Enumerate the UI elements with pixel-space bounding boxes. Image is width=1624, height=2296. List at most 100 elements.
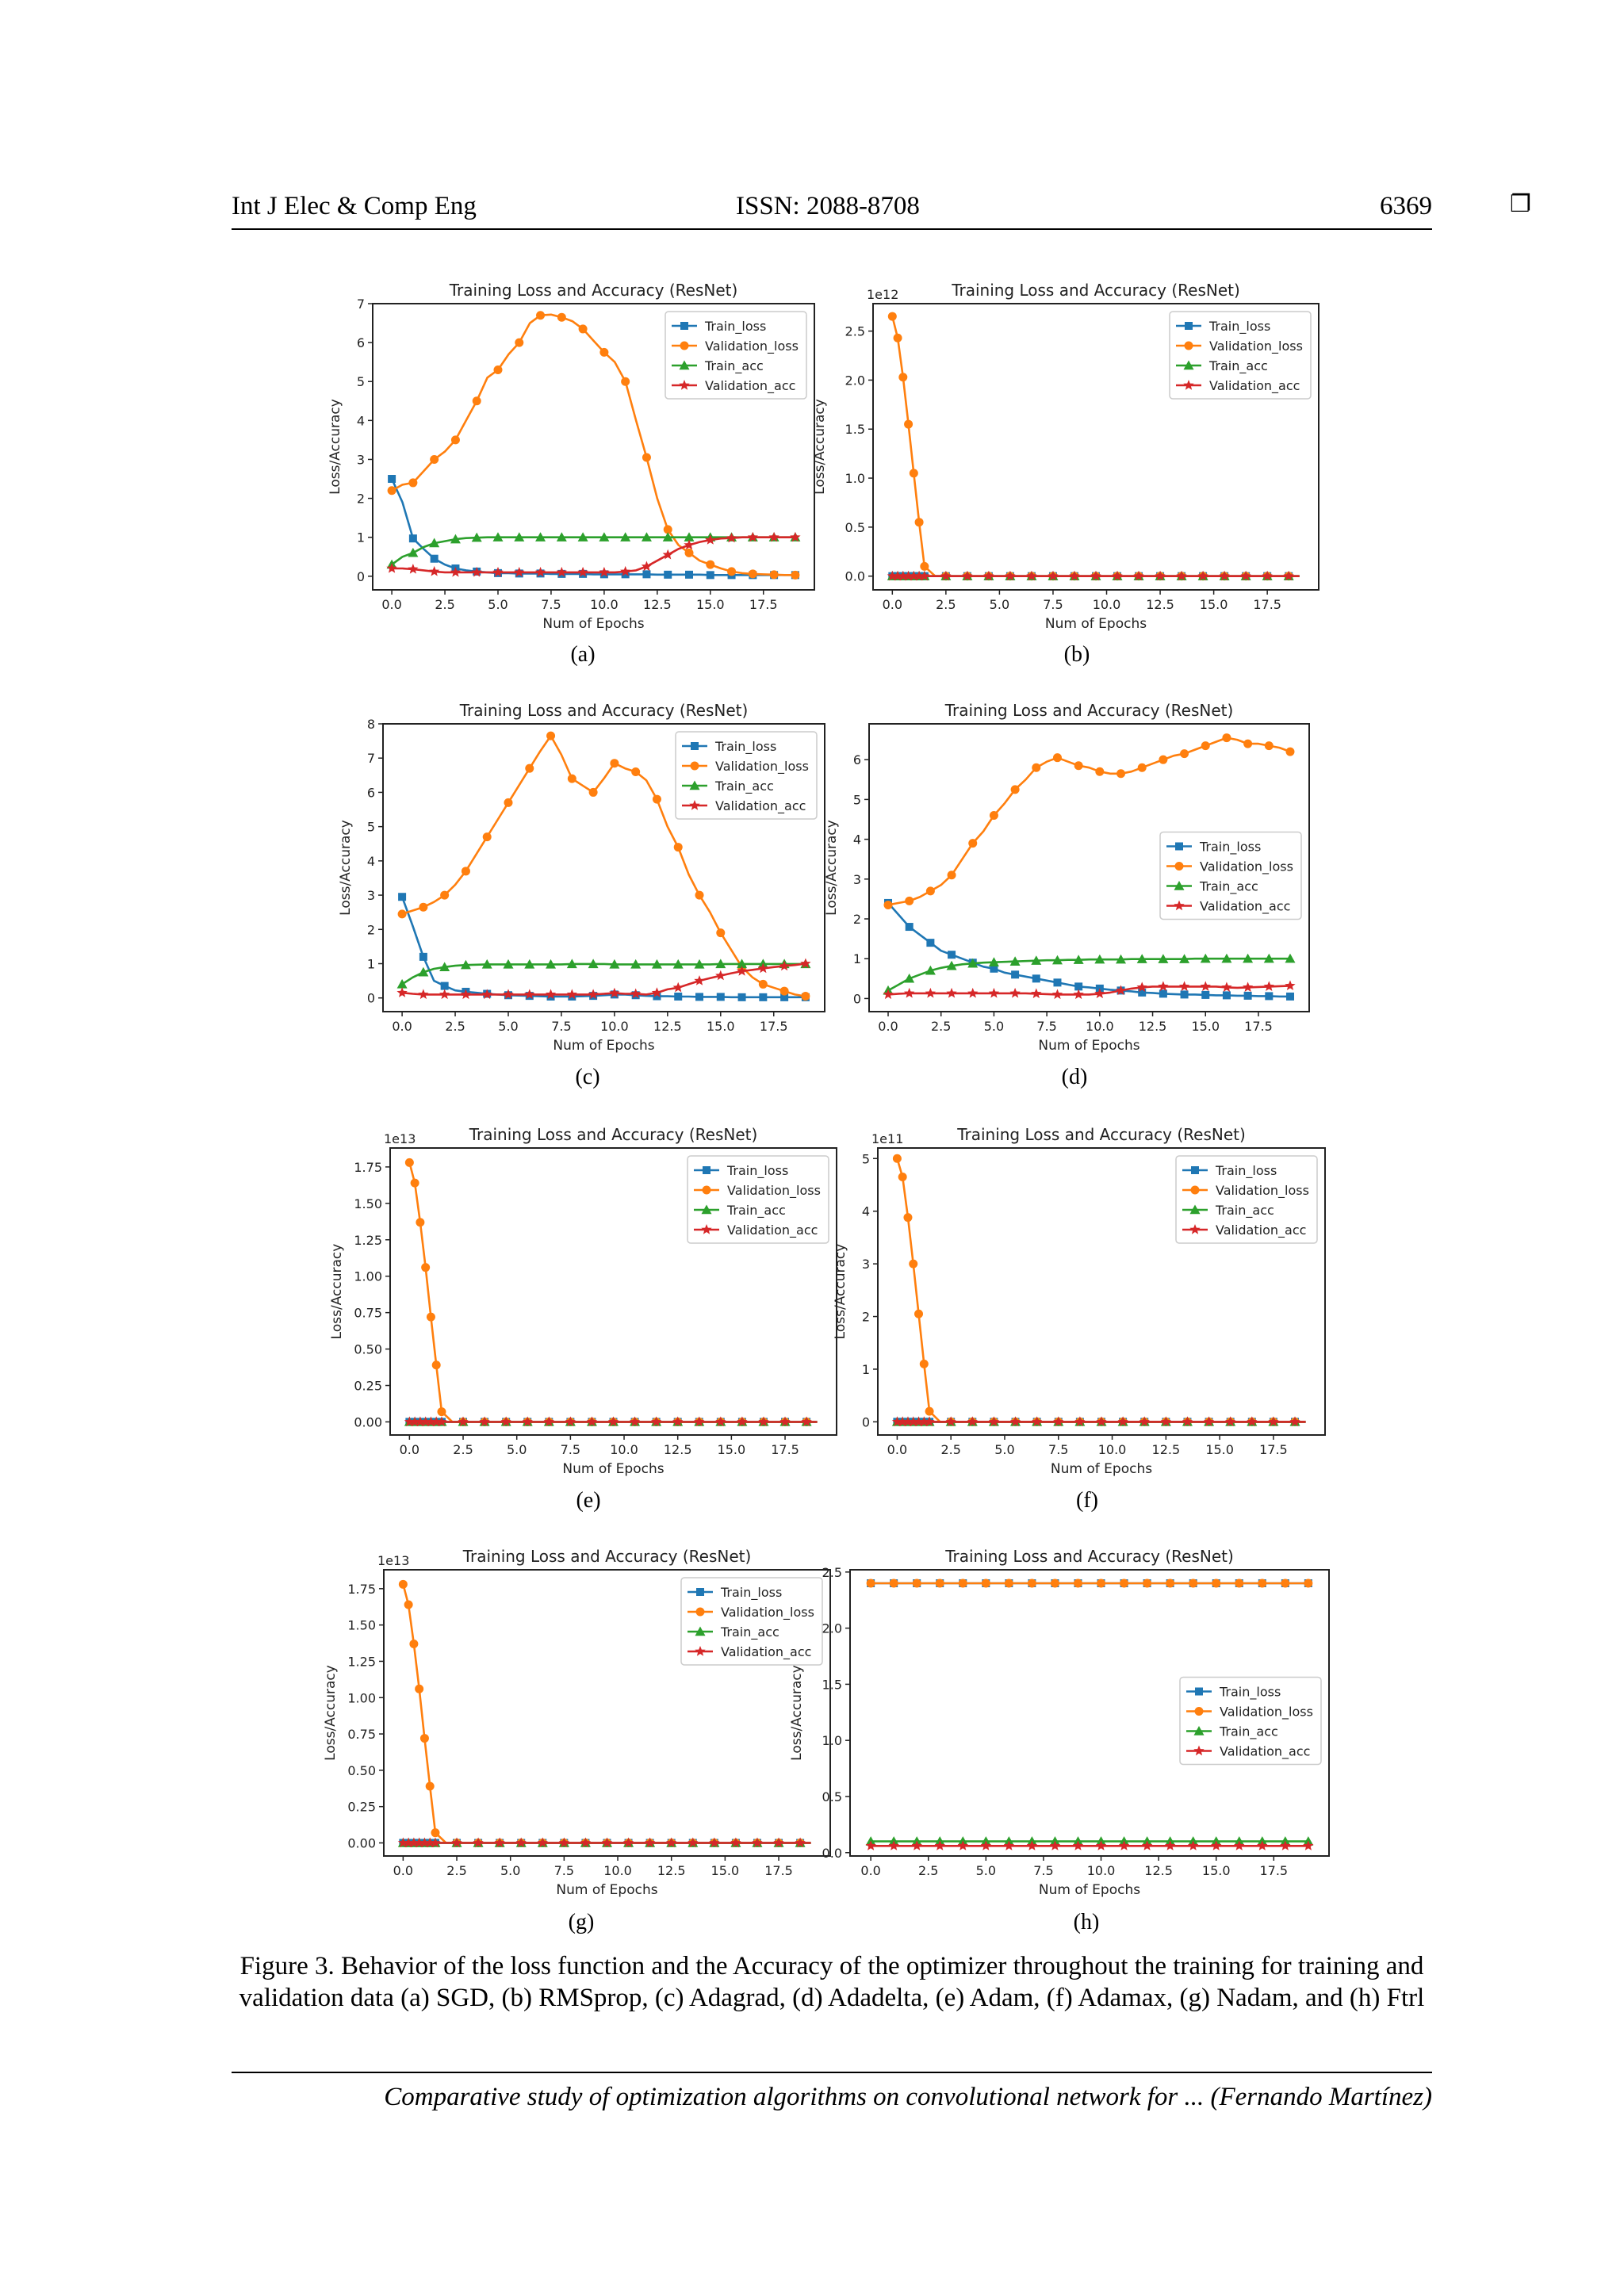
x-tick-label: 15.0 — [1202, 1863, 1231, 1878]
data-point-validation-acc — [451, 1837, 462, 1848]
data-point-train-acc — [408, 547, 419, 557]
data-point-validation-acc — [908, 570, 919, 581]
data-point-train-loss — [398, 893, 407, 901]
data-point-validation-acc — [430, 1837, 441, 1848]
y-tick-label: 8 — [367, 717, 375, 732]
subfigure-label-c: (c) — [575, 1065, 600, 1089]
data-point-validation-acc — [1211, 1840, 1222, 1850]
data-point-validation-loss — [631, 767, 641, 776]
data-point-validation-acc — [967, 987, 979, 998]
y-tick-label: 1.50 — [347, 1618, 376, 1633]
data-point-validation-acc — [436, 1416, 447, 1427]
x-tick-label: 15.0 — [711, 1863, 740, 1878]
data-point-train-acc — [599, 532, 610, 541]
data-point-validation-loss — [791, 570, 800, 580]
x-tick-label: 10.0 — [1086, 1019, 1114, 1034]
data-point-validation-acc — [1032, 1416, 1043, 1427]
data-point-validation-acc — [514, 566, 525, 577]
data-point-validation-acc — [908, 1416, 919, 1427]
data-point-validation-acc — [1118, 1840, 1130, 1850]
x-axis-label: Num of Epochs — [553, 1038, 654, 1054]
data-point-validation-acc — [757, 962, 768, 974]
legend-label: Train_acc — [1199, 879, 1258, 895]
data-point-validation-loss — [1235, 1578, 1244, 1588]
y-tick-label: 1.5 — [822, 1677, 842, 1692]
x-tick-label: 15.0 — [718, 1442, 746, 1457]
data-point-train-acc — [967, 958, 979, 968]
x-tick-label: 7.5 — [1033, 1863, 1053, 1878]
data-point-validation-acc — [672, 982, 684, 993]
y-tick-label: 5 — [357, 374, 365, 389]
data-point-train-acc — [715, 959, 726, 969]
y-tick-label: 0.25 — [354, 1379, 382, 1394]
data-point-validation-acc — [795, 1837, 806, 1848]
data-point-validation-loss — [409, 1639, 419, 1648]
data-point-validation-acc — [730, 1837, 741, 1848]
legend-marker — [691, 742, 699, 750]
data-point-validation-acc — [684, 539, 695, 550]
figure-caption: Figure 3. Behavior of the loss function … — [239, 1952, 1425, 2012]
data-point-train-acc — [1009, 956, 1021, 966]
data-point-validation-acc — [522, 1416, 533, 1427]
data-point-train-acc — [396, 978, 408, 989]
x-tick-label: 0.0 — [860, 1863, 880, 1878]
data-point-validation-acc — [1009, 1416, 1021, 1427]
x-axis-label: Num of Epochs — [1051, 1461, 1152, 1477]
data-point-validation-acc — [1048, 570, 1059, 581]
data-point-validation-acc — [758, 1416, 769, 1427]
y-tick-label: 2.5 — [822, 1565, 842, 1580]
x-tick-label: 17.5 — [749, 597, 778, 612]
y-axis-label: Loss/Accuracy — [327, 399, 343, 495]
data-point-validation-acc — [1283, 570, 1294, 581]
data-point-validation-loss — [958, 1578, 967, 1588]
data-point-train-acc — [429, 538, 440, 548]
x-tick-label: 5.0 — [984, 1019, 1004, 1034]
data-point-validation-acc — [556, 566, 567, 577]
data-point-validation-loss — [1201, 741, 1210, 751]
data-point-validation-acc — [431, 1416, 442, 1427]
y-tick-label: 1.75 — [354, 1160, 382, 1175]
data-point-train-loss — [440, 982, 449, 990]
data-point-train-acc — [694, 959, 705, 969]
y-tick-label: 6 — [853, 752, 861, 767]
data-point-validation-loss — [567, 774, 576, 783]
legend: Train_loss Validation_loss Train_acc Valida… — [675, 731, 818, 820]
data-point-train-acc — [418, 966, 429, 977]
legend-marker — [1183, 360, 1194, 370]
x-axis-label: Num of Epochs — [1039, 1882, 1140, 1898]
data-point-validation-acc — [988, 987, 1000, 998]
chart-3: Training Loss and Accuracy (ResNet) 0.0 2.… — [338, 701, 825, 1054]
data-point-train-acc — [641, 532, 652, 541]
y-tick-label: 0.5 — [845, 520, 865, 535]
chart-7: Training Loss and Accuracy (ResNet) 1e13 0… — [323, 1547, 831, 1898]
data-point-train-acc — [630, 959, 642, 969]
data-point-validation-acc — [473, 1837, 484, 1848]
data-point-validation-acc — [396, 987, 408, 997]
y-tick-label: 0.0 — [822, 1846, 842, 1861]
data-point-validation-loss — [947, 871, 956, 880]
data-point-validation-acc — [1263, 981, 1274, 991]
data-point-validation-acc — [1243, 982, 1254, 992]
legend: Train_loss Validation_loss Train_acc Valida… — [687, 1155, 829, 1244]
legend-marker — [1174, 881, 1185, 890]
legend-label: Validation_loss — [1220, 1705, 1313, 1720]
data-point-validation-acc — [1003, 1840, 1014, 1850]
data-point-train-loss — [948, 951, 956, 959]
data-point-validation-acc — [1031, 988, 1042, 999]
data-point-validation-loss — [1073, 1578, 1082, 1588]
data-point-validation-loss — [493, 365, 503, 374]
data-point-validation-acc — [420, 1416, 431, 1427]
data-point-validation-acc — [779, 960, 790, 971]
data-point-train-acc — [588, 959, 599, 969]
data-point-validation-loss — [504, 798, 513, 807]
data-point-validation-acc — [534, 566, 546, 577]
page-footer: Comparative study of optimization algori… — [232, 2072, 1432, 2112]
data-point-validation-loss — [1166, 1578, 1175, 1588]
data-point-validation-acc — [1225, 1416, 1236, 1427]
data-point-validation-loss — [404, 1600, 413, 1609]
data-point-validation-acc — [471, 566, 482, 577]
data-point-validation-acc — [601, 1837, 613, 1848]
data-point-validation-loss — [866, 1578, 875, 1588]
data-point-validation-acc — [494, 1837, 505, 1848]
data-point-validation-loss — [1027, 1578, 1036, 1588]
